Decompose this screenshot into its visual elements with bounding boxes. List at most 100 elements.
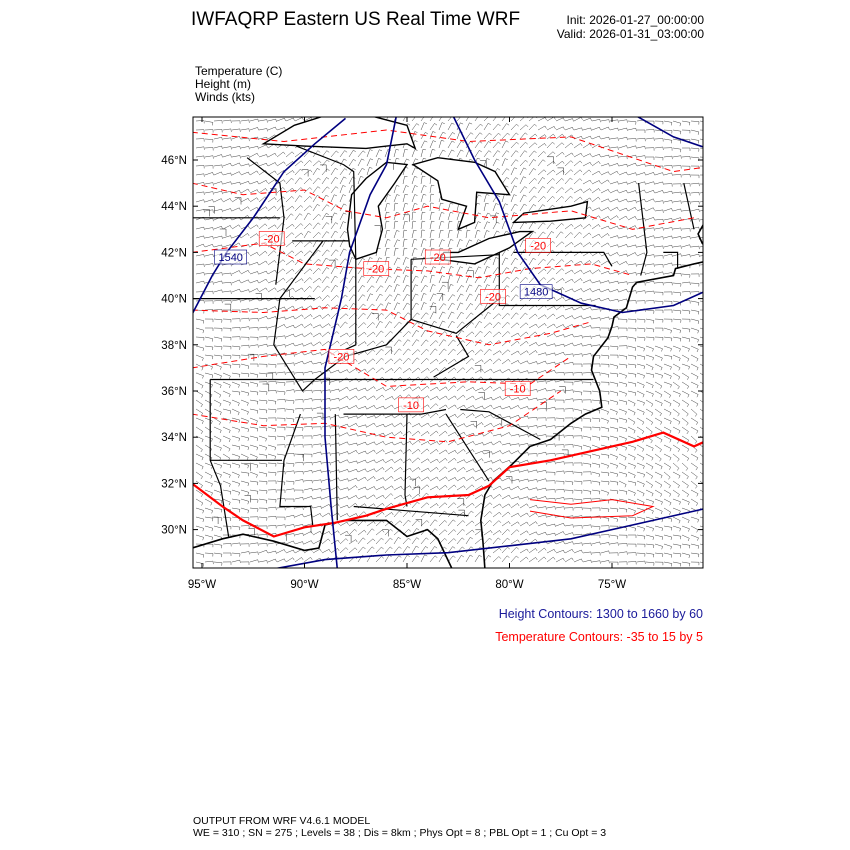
wind-barb — [654, 489, 663, 497]
wind-barb — [420, 492, 429, 500]
wind-barb — [195, 489, 204, 498]
wind-barb — [555, 557, 565, 563]
wind-barb — [465, 122, 473, 131]
wind-barb — [465, 520, 475, 527]
wind-barb — [195, 165, 205, 169]
wind-barb — [627, 225, 637, 230]
wind-barb — [357, 322, 367, 329]
wind-barb — [402, 510, 411, 518]
wind-barb — [303, 305, 313, 311]
wind-barb — [555, 142, 565, 149]
wind-barb — [690, 507, 699, 515]
wind-barb — [636, 471, 645, 478]
wind-barb — [384, 450, 394, 455]
wind-barb — [627, 462, 636, 469]
wind-barb — [672, 354, 681, 362]
state-boundary — [638, 183, 648, 276]
wind-barb — [573, 251, 583, 257]
state-boundary — [404, 414, 408, 507]
wind-barb — [663, 227, 673, 231]
wind-barb — [276, 187, 285, 194]
wind-barb — [258, 516, 268, 521]
wind-barb — [537, 556, 547, 563]
wind-barb — [321, 443, 331, 447]
wind-barb — [645, 147, 655, 151]
wind-barb — [519, 159, 528, 167]
wind-barb — [366, 528, 375, 536]
wind-barb — [213, 408, 222, 416]
wind-barb — [564, 324, 574, 329]
wind-barb — [519, 478, 529, 482]
wind-barb — [366, 503, 376, 509]
wind-barb — [564, 160, 574, 167]
wind-barb — [447, 320, 455, 329]
wind-barb — [699, 552, 703, 555]
wind-barb — [609, 552, 619, 556]
wind-barb — [393, 202, 399, 212]
wind-barb — [546, 231, 555, 239]
wind-barb — [591, 126, 601, 131]
wind-barb — [654, 462, 663, 470]
temperature-contour-label-box — [424, 249, 451, 265]
wind-barb — [357, 158, 365, 167]
wind-barb — [330, 539, 340, 545]
wind-barb — [420, 275, 428, 284]
wind-barb — [285, 295, 295, 302]
wind-barb — [438, 202, 444, 212]
wind-barb — [195, 280, 205, 285]
wind-barb — [402, 367, 412, 374]
wind-barb — [564, 232, 574, 239]
wind-barb — [483, 511, 493, 518]
wind-barb — [231, 542, 241, 546]
wind-barb — [402, 212, 409, 221]
wind-barb — [402, 467, 412, 473]
wind-barb — [213, 289, 223, 293]
wind-barb — [339, 530, 349, 536]
wind-barb — [447, 348, 456, 356]
wind-barb — [402, 440, 412, 446]
wind-barb — [375, 486, 385, 491]
wind-barb — [582, 435, 592, 441]
county-boundary — [297, 453, 304, 462]
wind-barb — [483, 451, 493, 455]
wind-barb — [600, 390, 610, 395]
wind-barb — [429, 302, 436, 311]
state-boundary — [345, 259, 357, 350]
temperature-contour-label: -10 — [510, 384, 526, 396]
wind-barb — [555, 515, 565, 520]
wind-barb — [429, 117, 434, 122]
wind-barb — [285, 533, 295, 537]
wind-barb — [564, 306, 574, 311]
height-contour — [274, 508, 703, 568]
wind-barb — [294, 223, 304, 230]
wind-barb — [204, 345, 214, 351]
wind-barb — [330, 486, 340, 491]
wind-barb — [654, 327, 664, 332]
wind-barb — [339, 487, 349, 491]
wind-barb — [402, 185, 409, 194]
wind-barb — [690, 226, 700, 230]
wind-barb — [429, 274, 435, 284]
wind-barb — [411, 485, 421, 491]
wind-barb — [285, 250, 295, 257]
wind-barb — [213, 280, 223, 284]
wind-barb — [420, 467, 430, 473]
wind-barb — [483, 396, 493, 401]
wind-barb — [447, 477, 457, 482]
wind-barb — [267, 489, 277, 493]
wind-barb — [555, 417, 565, 422]
wind-barb — [249, 372, 259, 378]
wind-barb — [573, 135, 583, 140]
wind-barb — [384, 512, 394, 518]
wind-barb — [294, 426, 304, 431]
wind-barb — [663, 262, 673, 266]
wind-barb — [420, 476, 430, 482]
wind-barb — [384, 117, 389, 122]
wind-barb — [294, 489, 304, 494]
wind-barb — [222, 208, 232, 212]
wind-barb — [555, 231, 564, 239]
wind-barb — [312, 371, 322, 375]
wind-barb — [699, 489, 703, 492]
wind-barb — [465, 331, 475, 338]
wind-barb — [240, 516, 250, 521]
